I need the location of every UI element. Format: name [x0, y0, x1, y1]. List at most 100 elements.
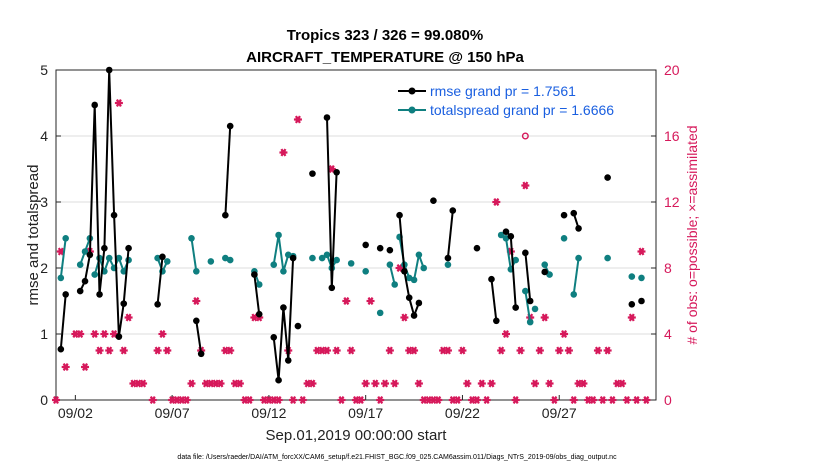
- obs-assimilated-core: [435, 397, 441, 403]
- obs-assimilated-marker: [298, 395, 307, 405]
- obs-assimilated-marker: [318, 346, 327, 355]
- obs-assimilated-core: [411, 347, 417, 354]
- obs-assimilated-marker: [264, 395, 273, 405]
- rmse-point: [362, 241, 369, 249]
- obs-assimilated-marker: [400, 313, 409, 322]
- obs-assimilated-core: [232, 380, 238, 387]
- obs-assimilated-marker: [560, 329, 569, 339]
- obs-assimilated-core: [343, 298, 349, 304]
- y-axis-right-label: # of obs: o=possible; ×=assimilated: [684, 125, 700, 344]
- obs-assimilated-marker: [158, 329, 167, 339]
- y2-tick-label: 8: [664, 260, 672, 276]
- obs-assimilated-marker: [110, 329, 119, 339]
- obs-assimilated-marker: [95, 346, 104, 355]
- spread-point: [275, 231, 282, 239]
- obs-assimilated-core: [58, 248, 64, 255]
- obs-assimilated-core: [469, 397, 475, 403]
- spread-point: [546, 271, 553, 278]
- rmse-line-segment: [59, 294, 67, 350]
- obs-assimilated-core: [585, 397, 591, 403]
- obs-assimilated-core: [140, 380, 146, 387]
- obs-assimilated-marker: [376, 395, 385, 405]
- obs-assimilated-marker: [593, 346, 602, 355]
- obs-assimilated-marker: [119, 346, 128, 355]
- obs-assimilated-marker: [463, 379, 472, 388]
- obs-assimilated-marker: [550, 395, 559, 405]
- spread-point: [318, 254, 326, 262]
- obs-assimilated-core: [305, 380, 311, 387]
- y-axis-left: 0 1 2 3 4 5: [40, 62, 61, 408]
- obs-assimilated-marker: [390, 379, 399, 388]
- obs-assimilated-core: [619, 380, 625, 387]
- obs-count-layer: [52, 98, 651, 405]
- spread-point: [604, 254, 611, 262]
- obs-assimilated-core: [566, 347, 572, 354]
- rmse-point: [222, 211, 229, 219]
- obs-assimilated-core: [309, 380, 316, 387]
- spread-point: [323, 251, 331, 259]
- rmse-point: [575, 225, 582, 232]
- obs-assimilated-core: [217, 380, 224, 387]
- obs-assimilated-marker: [405, 346, 414, 355]
- legend-spread-marker: [408, 106, 416, 114]
- obs-assimilated-core: [455, 397, 461, 403]
- obs-assimilated-core: [179, 397, 185, 403]
- obs-assimilated-core: [121, 347, 127, 354]
- rmse-point: [197, 350, 205, 358]
- obs-assimilated-marker: [531, 379, 540, 388]
- obs-assimilated-core: [358, 397, 364, 403]
- spread-point: [62, 235, 69, 242]
- rmse-point: [415, 299, 423, 307]
- obs-assimilated-core: [280, 149, 287, 156]
- rmse-point: [81, 277, 89, 285]
- spread-point: [444, 261, 452, 269]
- obs-assimilated-core: [629, 314, 635, 321]
- obs-assimilated-core: [609, 397, 616, 403]
- rmse-line-segment: [524, 252, 532, 302]
- obs-assimilated-marker: [381, 379, 390, 388]
- obs-assimilated-core: [319, 347, 325, 354]
- legend-spread-label: totalspread grand pr = 1.6666: [430, 102, 614, 118]
- obs-assimilated-marker: [385, 346, 394, 355]
- obs-assimilated-core: [377, 397, 383, 403]
- spread-point: [226, 256, 234, 264]
- obs-assimilated-core: [130, 380, 137, 387]
- rmse-point: [396, 211, 403, 219]
- obs-assimilated-marker: [182, 395, 191, 405]
- spread-line-segment: [190, 238, 198, 272]
- obs-assimilated-marker: [477, 379, 486, 388]
- spread-line-segment: [524, 290, 532, 323]
- rmse-point: [275, 376, 282, 384]
- obs-assimilated-marker: [226, 346, 235, 355]
- obs-assimilated-core: [106, 347, 112, 354]
- obs-assimilated-core: [479, 380, 485, 387]
- spread-point: [333, 256, 340, 264]
- obs-assimilated-marker: [337, 395, 346, 405]
- obs-assimilated-marker: [76, 329, 85, 339]
- legend-rmse-marker: [408, 87, 416, 95]
- spread-point: [57, 274, 65, 282]
- obs-assimilated-marker: [216, 379, 225, 388]
- rmse-point: [91, 101, 99, 109]
- spread-point: [188, 235, 195, 242]
- obs-assimilated-core: [213, 380, 219, 387]
- obs-assimilated-core: [532, 380, 538, 387]
- spread-point: [362, 268, 369, 275]
- obs-assimilated-core: [401, 314, 407, 321]
- obs-assimilated-core: [72, 331, 78, 337]
- obs-assimilated-marker: [245, 395, 254, 405]
- rmse-point: [226, 122, 234, 130]
- rmse-point: [280, 304, 287, 311]
- rmse-point: [405, 294, 413, 302]
- obs-assimilated-core: [246, 397, 253, 403]
- obs-assimilated-marker: [598, 395, 607, 405]
- obs-assimilated-core: [53, 397, 59, 403]
- obs-assimilated-marker: [71, 329, 80, 339]
- rmse-point: [154, 301, 161, 308]
- spread-point: [120, 268, 128, 275]
- obs-assimilated-marker: [347, 346, 356, 355]
- rmse-point: [328, 284, 336, 292]
- rmse-point: [638, 297, 645, 305]
- obs-assimilated-marker: [414, 379, 423, 388]
- obs-assimilated-marker: [327, 164, 336, 174]
